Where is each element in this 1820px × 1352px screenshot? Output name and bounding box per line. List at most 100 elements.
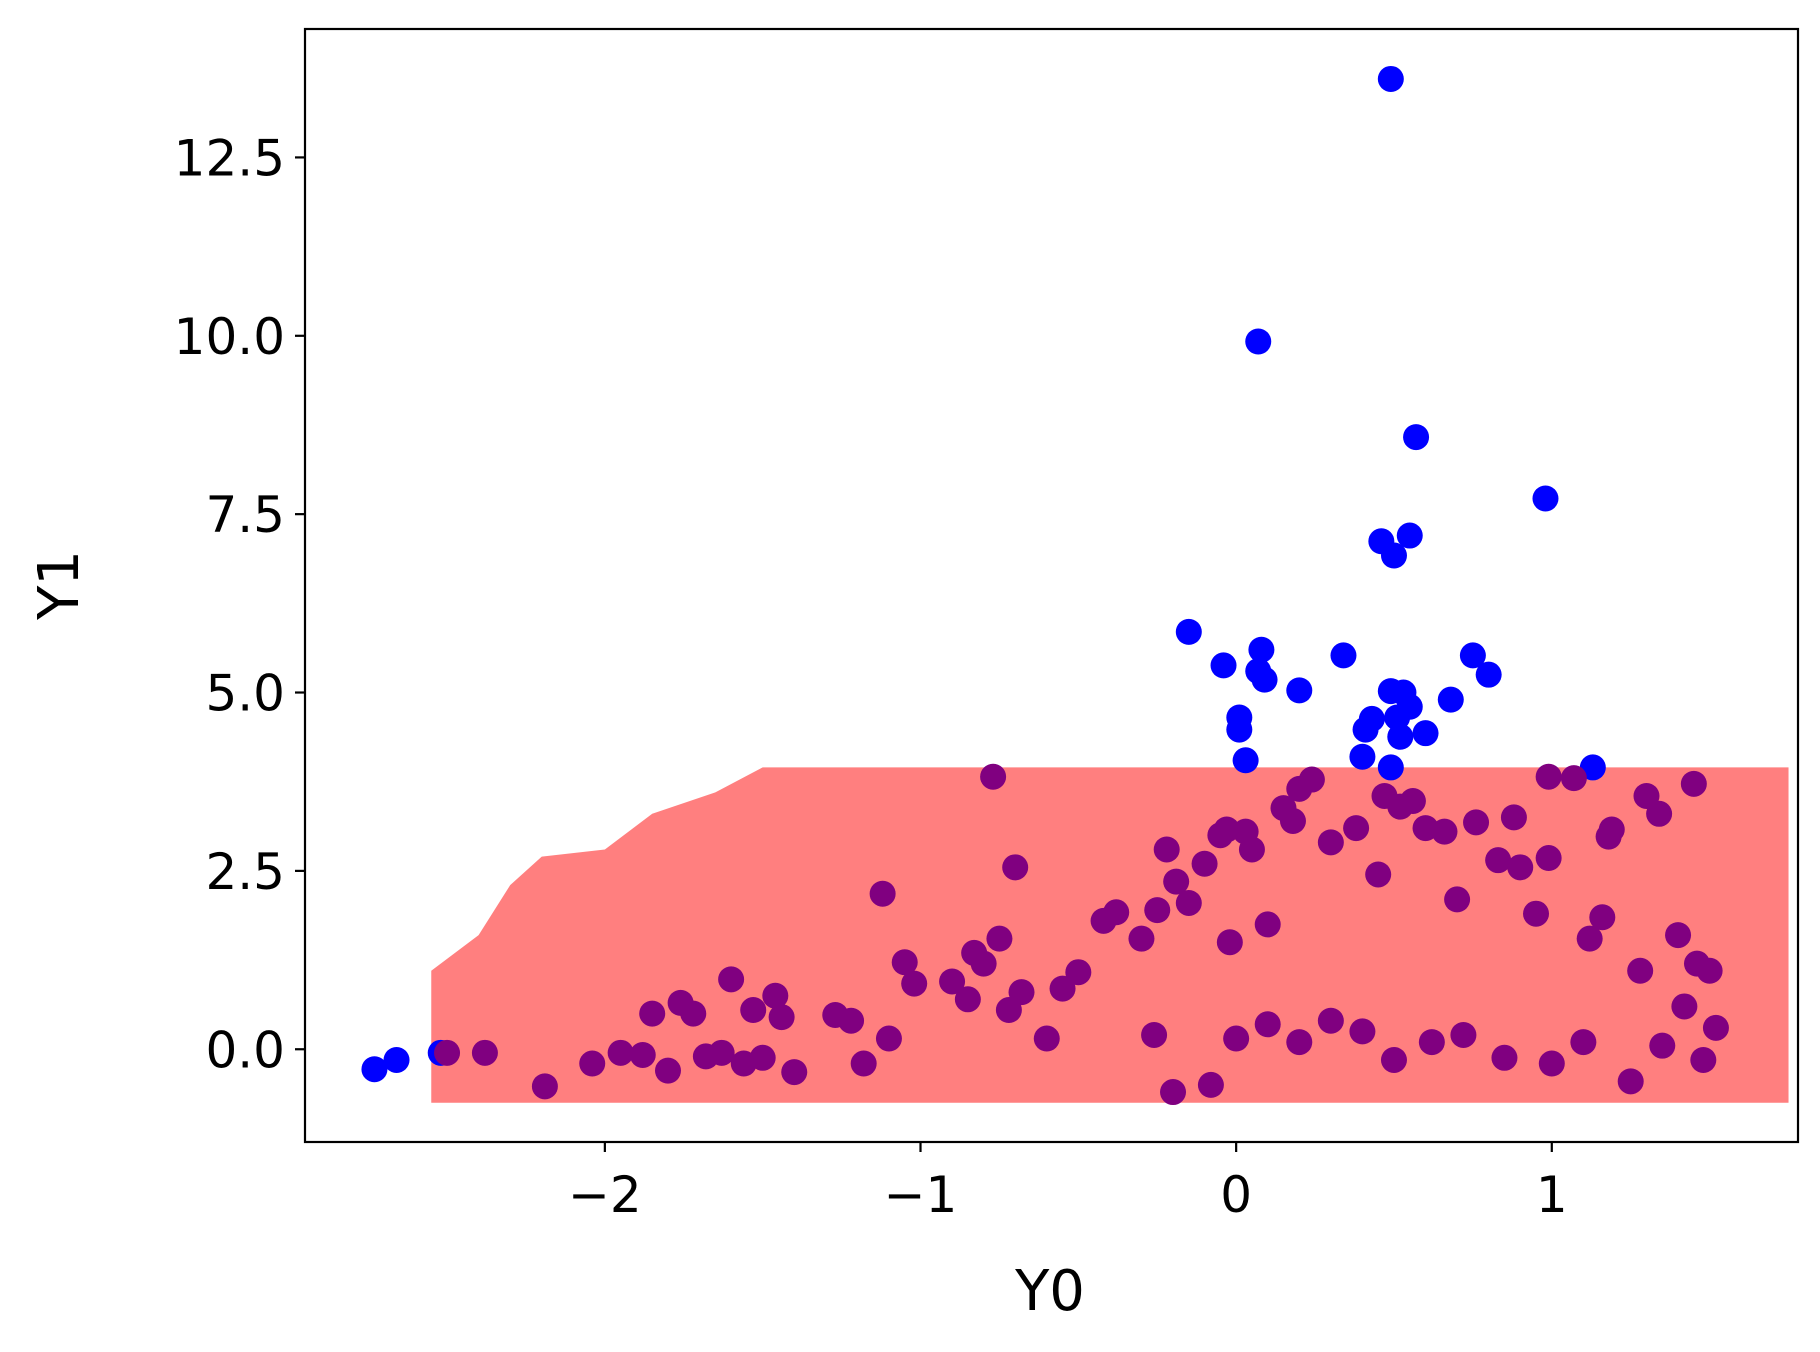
data-point [361, 1056, 388, 1083]
data-point [1349, 743, 1376, 770]
y-tick-label: 10.0 [174, 308, 285, 366]
data-point [1213, 816, 1240, 843]
data-point [1535, 763, 1562, 790]
data-point [740, 997, 767, 1024]
plot-frame [303, 27, 1800, 1144]
data-point [1216, 929, 1243, 956]
x-tick-label: −1 [884, 1166, 958, 1224]
data-point [869, 880, 896, 907]
data-point [1418, 1029, 1445, 1056]
y-axis: 0.0 2.5 5.0 7.5 10.0 12.5 [174, 129, 305, 1079]
data-point [1589, 904, 1616, 931]
y-tick-label: 7.5 [205, 486, 285, 544]
data-point [1403, 424, 1430, 451]
data-point [1298, 766, 1325, 793]
data-point [762, 982, 789, 1009]
data-point [1128, 925, 1155, 952]
data-point [607, 1039, 634, 1066]
data-point [718, 966, 745, 993]
data-point [875, 1025, 902, 1052]
series-0 [361, 65, 1606, 1083]
data-point [1475, 661, 1502, 688]
data-point [1560, 765, 1587, 792]
data-point [1646, 800, 1673, 827]
data-point [986, 925, 1013, 952]
data-point [1254, 911, 1281, 938]
data-point [654, 1057, 681, 1084]
data-point [1317, 829, 1344, 856]
data-point [749, 1044, 776, 1071]
data-point [708, 1039, 735, 1066]
data-point [1665, 922, 1692, 949]
data-point [768, 1004, 795, 1031]
data-point [1232, 747, 1259, 774]
data-point [1033, 1025, 1060, 1052]
data-point [1144, 897, 1171, 924]
data-point [1507, 854, 1534, 881]
data-point [629, 1041, 656, 1068]
data-point [1343, 815, 1370, 842]
data-point [954, 986, 981, 1013]
data-point [1380, 542, 1407, 569]
data-point [1238, 836, 1265, 863]
data-point [1680, 770, 1707, 797]
x-axis-label: Y0 [1014, 1259, 1085, 1324]
data-point [1535, 845, 1562, 872]
data-point [1500, 804, 1527, 831]
data-point [383, 1046, 410, 1073]
data-point [891, 949, 918, 976]
data-point [1485, 847, 1512, 874]
y-tick-label: 12.5 [174, 129, 285, 187]
data-point [1197, 1071, 1224, 1098]
data-point [850, 1050, 877, 1077]
x-axis: −2 −1 0 1 [568, 1142, 1568, 1224]
data-point [1352, 716, 1379, 743]
data-point [1598, 816, 1625, 843]
data-point [1532, 485, 1559, 512]
series-1 [434, 763, 1729, 1106]
data-point [1377, 65, 1404, 92]
data-point [1175, 618, 1202, 645]
x-tick-label: 0 [1220, 1166, 1252, 1224]
data-point [1702, 1014, 1729, 1041]
data-point [1696, 957, 1723, 984]
y-tick-label: 2.5 [205, 843, 285, 901]
data-point [1286, 677, 1313, 704]
data-point [1459, 642, 1486, 669]
data-point [1437, 686, 1464, 713]
data-point [1384, 704, 1411, 731]
data-point [1103, 899, 1130, 926]
data-point [1251, 666, 1278, 693]
data-point [1649, 1032, 1676, 1059]
data-point [1330, 642, 1357, 669]
data-point [1349, 1018, 1376, 1045]
points-layer [361, 65, 1729, 1106]
data-point [939, 968, 966, 995]
data-point [1380, 1046, 1407, 1073]
data-point [1491, 1044, 1518, 1071]
data-point [1286, 1029, 1313, 1056]
y-tick-label: 5.0 [205, 665, 285, 723]
data-point [781, 1059, 808, 1086]
data-point [1002, 854, 1029, 881]
data-point [1627, 957, 1654, 984]
data-point [1226, 716, 1253, 743]
data-point [1576, 925, 1603, 952]
data-point [1279, 807, 1306, 834]
data-point [1160, 1079, 1187, 1106]
data-point [471, 1039, 498, 1066]
data-point [1617, 1068, 1644, 1095]
data-point [434, 1039, 461, 1066]
data-point [1377, 754, 1404, 781]
data-point [838, 1007, 865, 1034]
data-point [1671, 993, 1698, 1020]
data-point [1210, 652, 1237, 679]
x-tick-label: 1 [1536, 1166, 1568, 1224]
data-point [1365, 861, 1392, 888]
data-point [1191, 850, 1218, 877]
data-point [970, 950, 997, 977]
data-point [1008, 979, 1035, 1006]
data-point [1248, 636, 1275, 663]
data-point [1387, 723, 1414, 750]
